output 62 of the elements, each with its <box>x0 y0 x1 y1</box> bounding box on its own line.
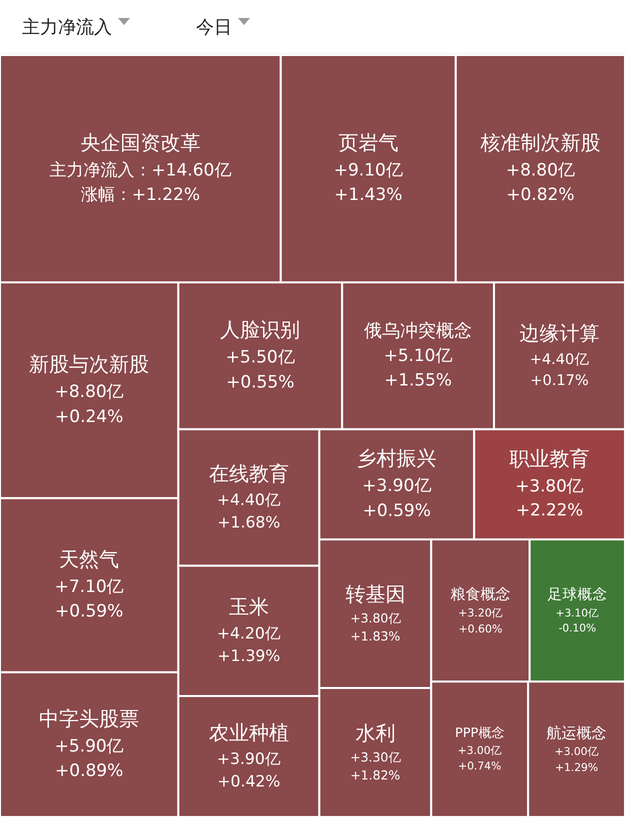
data-label: +0.82% <box>506 185 575 206</box>
data-label: +4.20亿 <box>216 623 281 642</box>
data-label: +1.39% <box>217 646 280 666</box>
data-label: +1.82% <box>350 767 400 782</box>
category-label: 航运概念 <box>546 724 607 742</box>
data-label: +3.00亿 <box>554 745 599 758</box>
category-label: 页岩气 <box>338 130 398 155</box>
data-label: +0.74% <box>458 759 502 772</box>
category-label: 核准制次新股 <box>479 131 600 154</box>
category-label: PPP概念 <box>454 726 504 742</box>
data-label: +3.90亿 <box>362 476 432 496</box>
data-label: +3.80亿 <box>350 610 400 626</box>
data-label: +0.55% <box>226 372 294 392</box>
category-label: 俄乌冲突概念 <box>364 320 472 342</box>
category-label: 农业种植 <box>208 720 289 744</box>
category-label: 足球概念 <box>547 586 608 604</box>
text: 今日 <box>196 16 232 38</box>
data-label: +3.10亿 <box>556 607 600 620</box>
category-label: 乡村振兴 <box>356 446 437 470</box>
data-label: 涨幅：+1.22% <box>80 185 200 206</box>
data-label: +0.24% <box>55 406 124 427</box>
data-label: +3.00亿 <box>458 744 502 757</box>
text: 主力净流入 <box>22 16 112 38</box>
category-label: 粮食概念 <box>450 584 510 603</box>
category-label: 转基因 <box>345 582 406 606</box>
data-label: +8.80亿 <box>54 382 124 402</box>
data-label: 主力净流入：+14.60亿 <box>49 160 232 181</box>
data-label: +3.90亿 <box>216 748 281 768</box>
data-label: +1.29% <box>554 760 598 774</box>
data-label: +8.80亿 <box>506 160 575 180</box>
category-label: 央企国资改革 <box>80 130 200 155</box>
category-label: 天然气 <box>59 547 120 572</box>
data-label: +0.17% <box>530 372 589 389</box>
category-label: 中字头股票 <box>39 706 140 730</box>
category-label: 水利 <box>355 720 396 745</box>
data-label: +3.30亿 <box>350 749 400 764</box>
category-label: 边缘计算 <box>519 321 600 346</box>
category-label: 人脸识别 <box>220 318 300 342</box>
data-label: +1.43% <box>334 185 402 206</box>
data-label: +1.83% <box>350 628 400 644</box>
data-label: +5.50亿 <box>226 348 295 368</box>
category-label: 在线教育 <box>208 461 289 486</box>
data-label: +5.90亿 <box>54 736 124 756</box>
data-label: +4.40亿 <box>530 350 590 368</box>
data-label: +2.22% <box>516 500 584 520</box>
data-label: +0.42% <box>217 772 280 791</box>
data-label: +0.59% <box>362 500 431 521</box>
category-label: 新股与次新股 <box>29 352 150 376</box>
data-label: +1.55% <box>384 370 452 390</box>
data-label: +3.20亿 <box>458 606 503 620</box>
data-label: +3.80亿 <box>515 475 584 496</box>
data-label: +5.10亿 <box>384 345 452 366</box>
category-label: 玉米 <box>228 594 269 619</box>
data-label: +0.60% <box>458 622 502 636</box>
category-label: 职业教育 <box>510 446 590 471</box>
data-label: +0.59% <box>55 602 124 622</box>
data-label: +1.68% <box>217 512 280 532</box>
data-label: -0.10% <box>558 622 596 635</box>
data-label: +9.10亿 <box>334 160 403 181</box>
data-label: +4.40亿 <box>216 490 281 509</box>
data-label: +7.10亿 <box>54 577 124 598</box>
data-label: +0.89% <box>55 761 124 782</box>
